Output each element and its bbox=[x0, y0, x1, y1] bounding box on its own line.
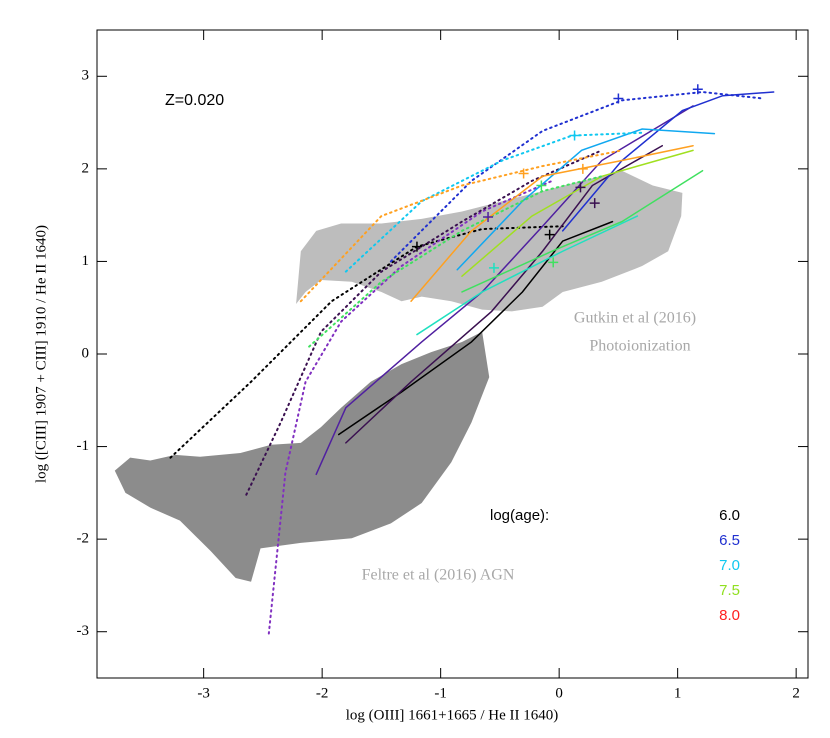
y-tick-label: -3 bbox=[77, 623, 90, 639]
x-tick-label: -1 bbox=[434, 685, 447, 701]
line bbox=[345, 144, 663, 444]
marker bbox=[544, 229, 555, 240]
marker bbox=[518, 168, 529, 179]
y-tick-label: -1 bbox=[77, 438, 90, 454]
marker bbox=[548, 257, 559, 268]
y-tick-label: 2 bbox=[82, 160, 90, 176]
marker bbox=[488, 262, 499, 273]
annotation: Photoionization bbox=[589, 338, 690, 355]
legend-title: log(age): bbox=[490, 507, 549, 524]
line bbox=[267, 179, 554, 635]
marker bbox=[569, 130, 580, 141]
x-tick-label: 2 bbox=[792, 685, 800, 701]
line bbox=[344, 131, 644, 273]
line bbox=[461, 149, 694, 277]
line bbox=[337, 220, 614, 436]
marker bbox=[577, 163, 588, 174]
legend-label: 6.5 bbox=[719, 532, 740, 549]
marker bbox=[589, 198, 600, 209]
y-tick-label: 0 bbox=[82, 345, 90, 361]
x-tick-label: 1 bbox=[674, 685, 682, 701]
marker bbox=[692, 84, 703, 95]
y-tick-label: 3 bbox=[82, 68, 90, 84]
line bbox=[416, 215, 639, 336]
marker bbox=[575, 182, 586, 193]
line bbox=[389, 91, 764, 263]
line bbox=[245, 149, 603, 496]
line bbox=[308, 175, 603, 348]
legend-label: 6.0 bbox=[719, 507, 740, 524]
marker bbox=[536, 180, 547, 191]
line bbox=[456, 128, 716, 271]
region bbox=[114, 331, 490, 582]
y-tick-label: 1 bbox=[82, 253, 90, 269]
y-axis-label: log ([CIII] 1907 + CIII] 1910 / He II 16… bbox=[33, 225, 49, 483]
marker bbox=[483, 211, 494, 222]
annotation: Gutkin et al (2016) bbox=[574, 310, 696, 327]
marker bbox=[613, 93, 624, 104]
marker bbox=[411, 241, 422, 252]
x-axis-label: log (OIII] 1661+1665 / He II 1640) bbox=[346, 707, 559, 723]
legend-label: 8.0 bbox=[719, 607, 740, 624]
legend-label: 7.5 bbox=[719, 582, 740, 599]
line bbox=[410, 144, 694, 302]
legend-label: 7.0 bbox=[719, 557, 740, 574]
line bbox=[461, 169, 704, 293]
x-tick-label: 0 bbox=[555, 685, 563, 701]
region bbox=[296, 170, 683, 312]
annotation: Feltre et al (2016) AGN bbox=[362, 567, 515, 584]
y-tick-label: -2 bbox=[77, 531, 90, 547]
annotation: Z=0.020 bbox=[165, 92, 224, 109]
line bbox=[561, 91, 775, 232]
line bbox=[299, 149, 623, 303]
x-tick-label: -2 bbox=[316, 685, 329, 701]
x-tick-label: -3 bbox=[197, 685, 210, 701]
